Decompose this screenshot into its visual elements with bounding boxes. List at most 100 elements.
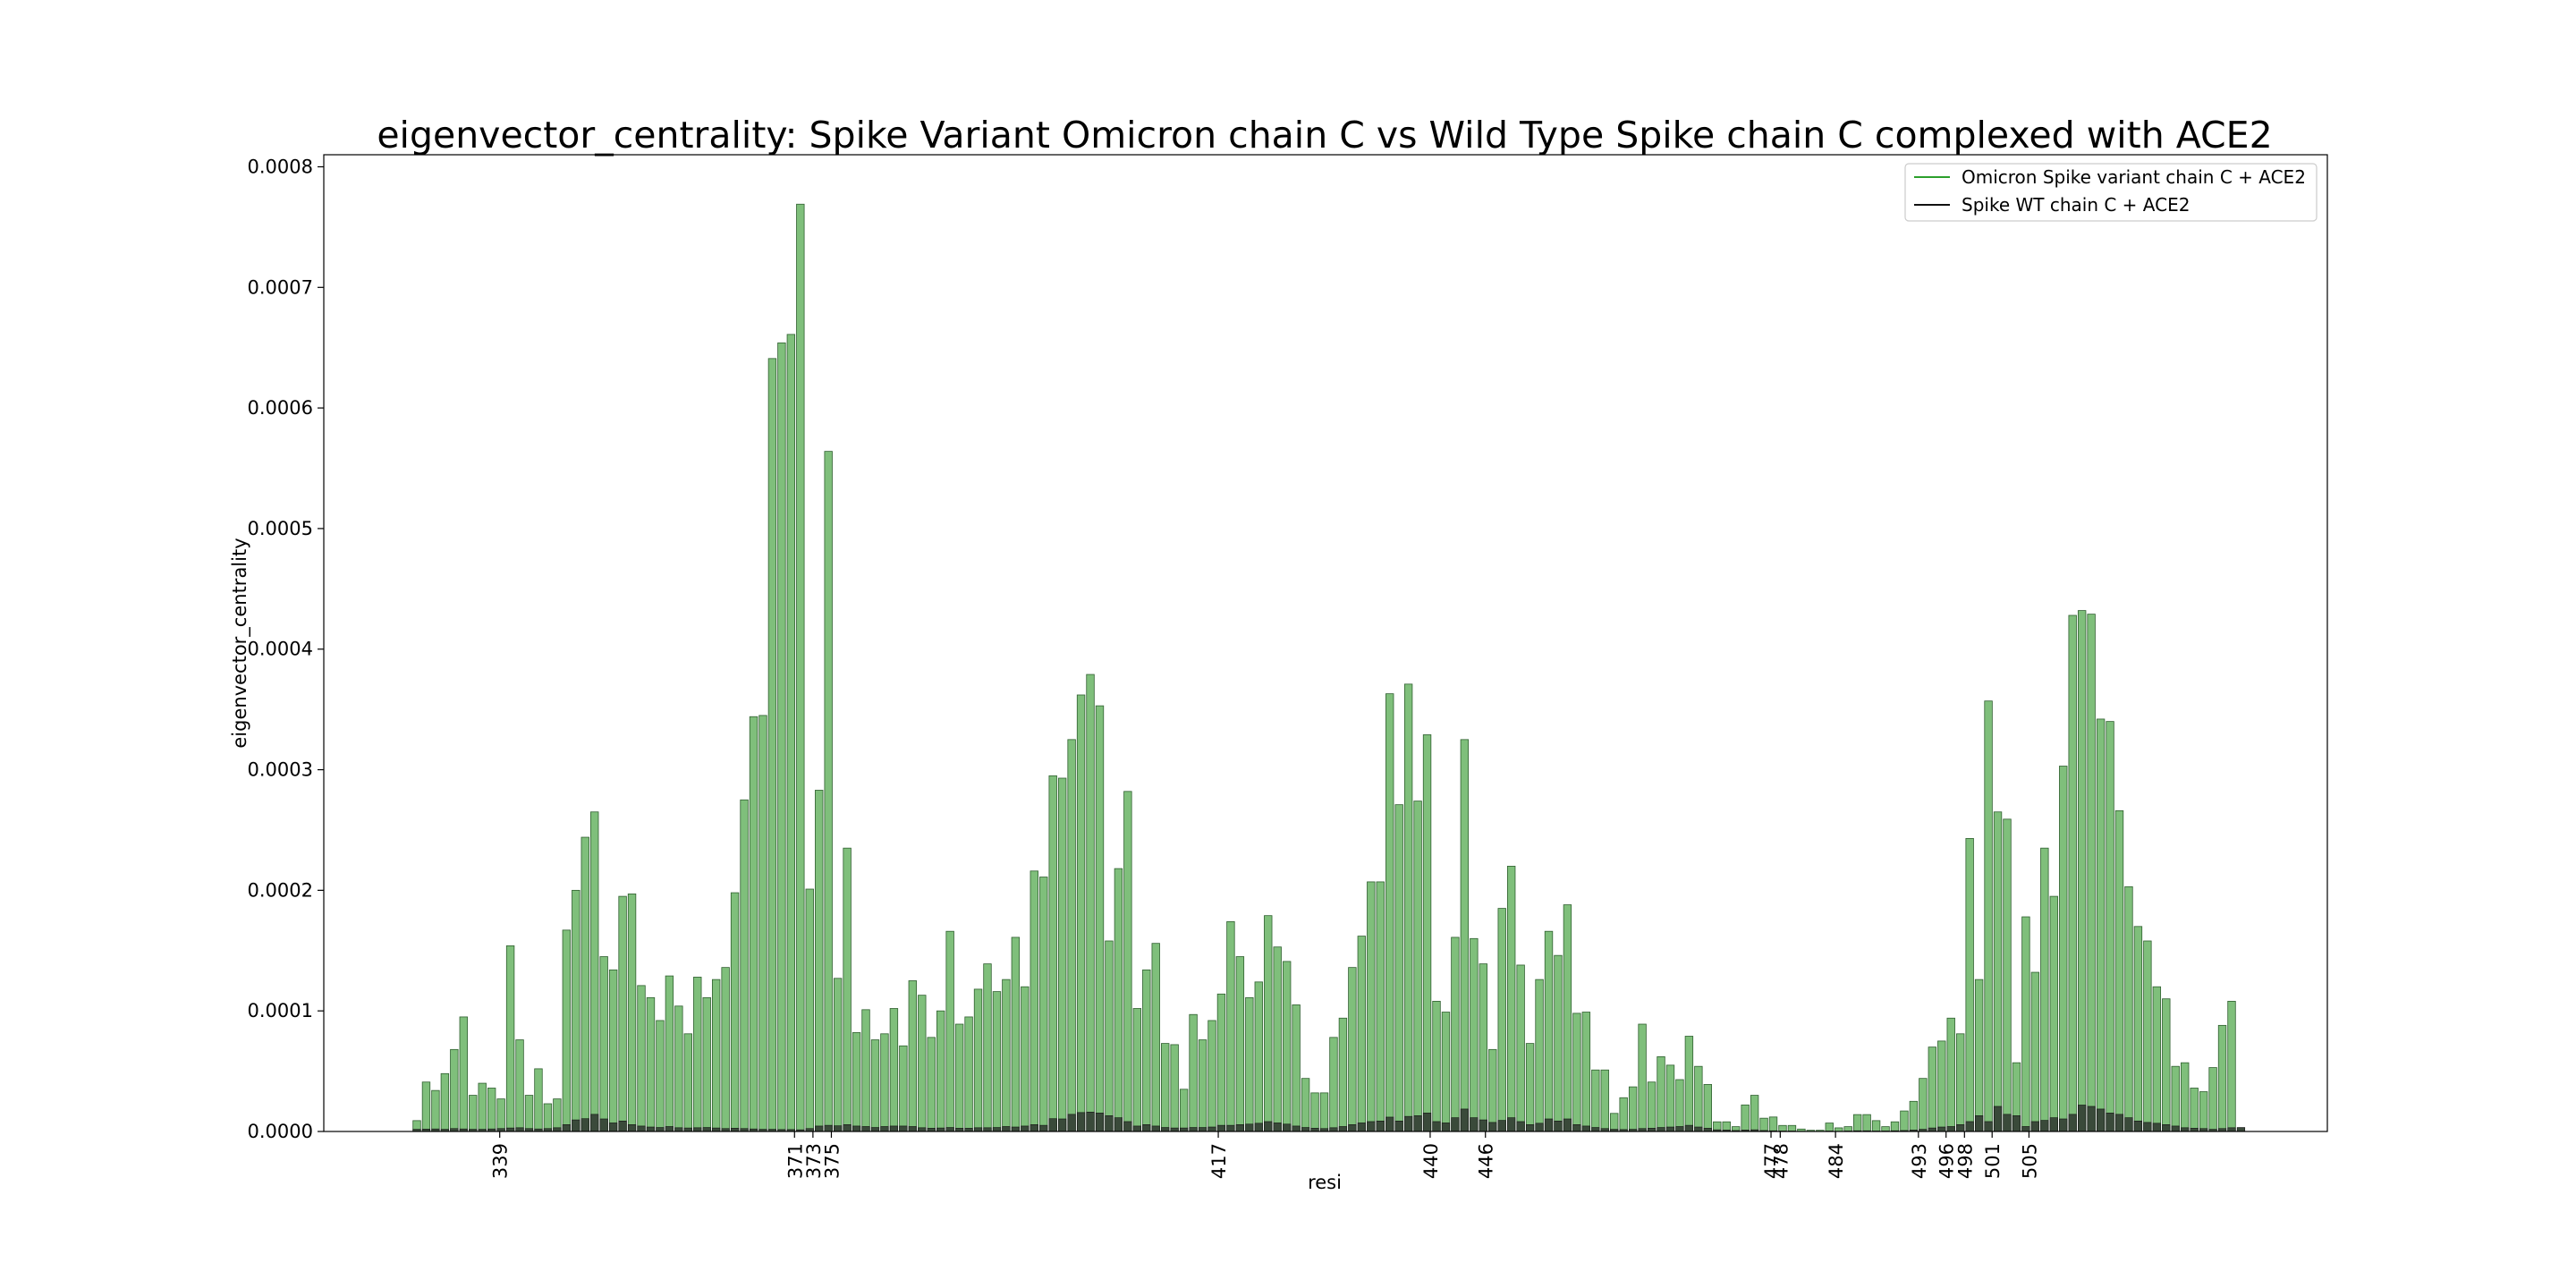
omicron-bar xyxy=(1048,775,1057,1132)
wt-bar xyxy=(2021,1126,2030,1132)
omicron-bar xyxy=(2021,916,2030,1132)
wt-bar xyxy=(599,1118,608,1132)
omicron-bar xyxy=(880,1033,889,1132)
wt-bar xyxy=(590,1114,599,1132)
omicron-bar xyxy=(1675,1079,1684,1132)
omicron-bar xyxy=(1619,1097,1628,1132)
omicron-bar xyxy=(1367,881,1376,1132)
wt-bar xyxy=(1189,1127,1198,1132)
chart-title: eigenvector_centrality: Spike Variant Om… xyxy=(377,114,2272,157)
wt-bar xyxy=(1198,1127,1208,1132)
omicron-bar xyxy=(1198,1039,1208,1132)
y-tick-label: 0.0000 xyxy=(248,1121,313,1142)
x-tick-label: 373 xyxy=(803,1143,825,1179)
omicron-bar xyxy=(815,790,824,1132)
omicron-bar xyxy=(1021,986,1030,1132)
wt-bar xyxy=(2012,1115,2021,1132)
wt-bar xyxy=(2181,1127,2190,1132)
omicron-bar xyxy=(1506,866,1516,1132)
omicron-bar xyxy=(2077,610,2087,1132)
wt-bar xyxy=(646,1126,656,1132)
y-tick-label: 0.0008 xyxy=(248,156,313,177)
x-tick-label: 339 xyxy=(490,1143,512,1179)
omicron-bar xyxy=(805,888,814,1132)
wt-bar xyxy=(1002,1126,1011,1132)
x-tick-label: 501 xyxy=(1982,1143,2004,1179)
omicron-bar xyxy=(2087,614,2096,1132)
omicron-bar xyxy=(1376,881,1385,1132)
omicron-bar xyxy=(572,889,580,1132)
omicron-bar xyxy=(2162,998,2171,1132)
y-axis-label: eigenvector_centrality xyxy=(229,538,251,748)
wt-bar xyxy=(1441,1123,1451,1132)
omicron-bar xyxy=(505,945,515,1132)
wt-bar xyxy=(2124,1117,2133,1132)
wt-bar xyxy=(870,1127,880,1132)
omicron-bar xyxy=(1470,937,1479,1132)
wt-bar xyxy=(693,1127,702,1132)
omicron-bar xyxy=(637,985,646,1132)
omicron-bar xyxy=(1974,979,1984,1132)
wt-bar xyxy=(1132,1125,1141,1132)
omicron-bar xyxy=(1123,791,1132,1132)
wt-bar xyxy=(1123,1121,1132,1132)
y-axis: 0.0000 0.0001 0.0002 0.0003 0.0004 0.0005 0.00… xyxy=(248,156,324,1142)
omicron-bar xyxy=(1460,739,1470,1132)
omicron-bar xyxy=(1422,734,1432,1132)
omicron-bar xyxy=(777,342,786,1132)
wt-bar xyxy=(618,1120,627,1132)
wt-bar xyxy=(1273,1123,1282,1132)
omicron-bar xyxy=(1600,1069,1609,1132)
wt-bar xyxy=(1385,1116,1394,1132)
omicron-bar xyxy=(2152,986,2162,1132)
omicron-bar xyxy=(440,1072,450,1132)
wt-bar xyxy=(1376,1120,1385,1132)
y-tick-label: 0.0006 xyxy=(248,397,313,419)
wt-bar xyxy=(992,1127,1002,1132)
omicron-bar xyxy=(1189,1013,1198,1132)
omicron-bar xyxy=(1479,963,1487,1132)
x-axis-label: resi xyxy=(1308,1172,1342,1193)
wt-bar xyxy=(562,1124,571,1132)
wt-bar xyxy=(889,1125,898,1132)
omicron-bar xyxy=(2059,766,2068,1132)
wt-bar xyxy=(553,1127,562,1132)
wt-bar xyxy=(1404,1115,1413,1132)
wt-bar xyxy=(899,1125,908,1132)
omicron-bar xyxy=(1403,683,1413,1132)
wt-bar xyxy=(1048,1118,1057,1132)
omicron-bar xyxy=(487,1088,496,1132)
omicron-bar xyxy=(1778,1124,1787,1132)
x-tick-label: 440 xyxy=(1420,1143,1442,1179)
omicron-bar xyxy=(693,977,702,1132)
wt-bar xyxy=(1151,1125,1160,1132)
omicron-bar xyxy=(927,1037,936,1132)
wt-bar xyxy=(1254,1123,1263,1132)
wt-bar xyxy=(1357,1123,1366,1132)
omicron-bar xyxy=(459,1016,468,1132)
wt-bar xyxy=(1292,1125,1301,1132)
omicron-bar xyxy=(2030,971,2040,1132)
wt-bar xyxy=(973,1127,983,1132)
wt-bar xyxy=(1011,1126,1020,1132)
omicron-bar xyxy=(2181,1062,2190,1132)
omicron-bar xyxy=(1245,996,1254,1132)
omicron-bar xyxy=(1067,739,1076,1132)
omicron-bar xyxy=(973,988,983,1132)
x-tick-label: 477 xyxy=(1761,1143,1783,1179)
wt-bar xyxy=(1657,1127,1665,1132)
omicron-bar xyxy=(2143,940,2152,1132)
wt-bar xyxy=(1283,1123,1292,1132)
omicron-bar xyxy=(1638,1023,1647,1132)
wt-bar xyxy=(1076,1112,1086,1132)
omicron-bar xyxy=(1956,1033,1965,1132)
omicron-bar xyxy=(992,991,1002,1132)
omicron-bar xyxy=(1647,1081,1657,1132)
omicron-bar xyxy=(1086,674,1095,1132)
omicron-bar xyxy=(889,1008,899,1132)
omicron-bar xyxy=(1076,694,1086,1132)
omicron-bar xyxy=(2133,926,2143,1132)
wt-bar xyxy=(2171,1125,2180,1132)
wt-bar xyxy=(1413,1115,1422,1132)
legend: Omicron Spike variant chain C + ACE2 Spi… xyxy=(1904,163,2318,222)
